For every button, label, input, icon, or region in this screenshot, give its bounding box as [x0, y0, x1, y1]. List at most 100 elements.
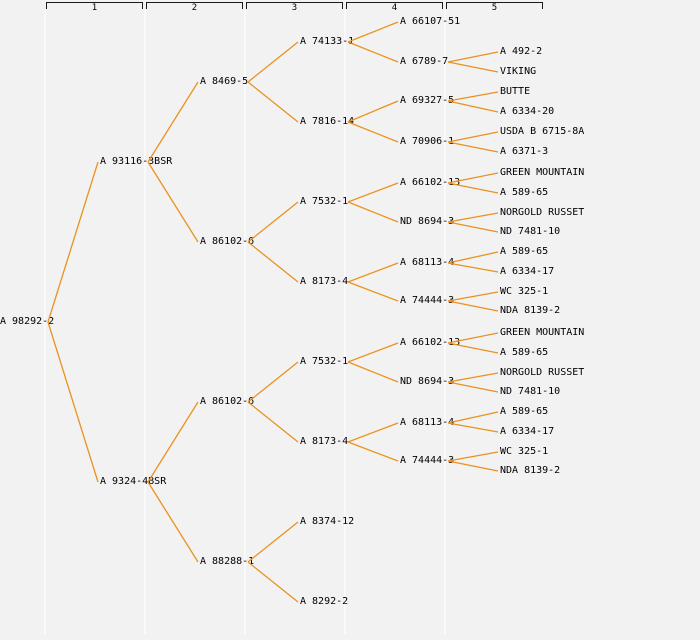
edge-line — [347, 121, 399, 143]
node-a-88288-1[interactable]: A 88288-1 — [200, 556, 255, 567]
node-a-74444-3[interactable]: A 74444-3 — [400, 455, 455, 466]
edge-line — [147, 81, 199, 163]
edge-line — [147, 401, 199, 483]
node-usda-b-6715-8a[interactable]: USDA B 6715-8A — [500, 126, 585, 137]
edge-line — [447, 460, 499, 472]
edge-line — [347, 361, 399, 383]
node-a-492-2[interactable]: A 492-2 — [500, 46, 543, 57]
node-nda-8139-2[interactable]: NDA 8139-2 — [500, 465, 561, 476]
node-a-66102-13[interactable]: A 66102-13 — [400, 337, 461, 348]
node-a-6334-20[interactable]: A 6334-20 — [500, 106, 555, 117]
node-a-7816-14[interactable]: A 7816-14 — [300, 116, 355, 127]
node-a-74444-3[interactable]: A 74444-3 — [400, 295, 455, 306]
edge-line — [347, 342, 399, 363]
node-a-66107-51[interactable]: A 66107-51 — [400, 16, 461, 27]
node-a-589-65[interactable]: A 589-65 — [500, 187, 549, 198]
edge-line — [247, 361, 299, 403]
node-a-589-65[interactable]: A 589-65 — [500, 406, 549, 417]
generation-label-2: 2 — [191, 3, 198, 13]
node-a-68113-4[interactable]: A 68113-4 — [400, 257, 455, 268]
generation-bracket-3: 3 — [246, 2, 343, 13]
edge-line — [447, 372, 499, 383]
edge-line — [347, 201, 399, 223]
node-norgold-russet[interactable]: NORGOLD RUSSET — [500, 207, 585, 218]
node-a-6334-17[interactable]: A 6334-17 — [500, 266, 555, 277]
generation-label-3: 3 — [291, 3, 298, 13]
node-a-7532-1[interactable]: A 7532-1 — [300, 196, 349, 207]
edge-line — [247, 401, 299, 443]
node-a-74133-1[interactable]: A 74133-1 — [300, 36, 355, 47]
node-a-93116-3bsr[interactable]: A 93116-3BSR — [100, 156, 173, 167]
node-a-6789-7[interactable]: A 6789-7 — [400, 56, 449, 67]
node-nd-7481-10[interactable]: ND 7481-10 — [500, 226, 561, 237]
edge-line — [447, 91, 499, 102]
node-green-mountain[interactable]: GREEN MOUNTAIN — [500, 327, 585, 338]
node-norgold-russet[interactable]: NORGOLD RUSSET — [500, 367, 585, 378]
edge-line — [447, 411, 499, 424]
edge-line — [247, 241, 299, 283]
column-gridline-3 — [244, 10, 246, 634]
node-a-589-65[interactable]: A 589-65 — [500, 347, 549, 358]
edge-line — [347, 422, 399, 443]
node-a-9324-4bsr[interactable]: A 9324-4BSR — [100, 476, 167, 487]
generation-label-4: 4 — [391, 3, 398, 13]
node-a-66102-13[interactable]: A 66102-13 — [400, 177, 461, 188]
column-gridline-5 — [444, 10, 446, 634]
node-wc-325-1[interactable]: WC 325-1 — [500, 446, 549, 457]
node-a-589-65[interactable]: A 589-65 — [500, 246, 549, 257]
edge-line — [147, 161, 199, 243]
generation-bracket-5: 5 — [446, 2, 543, 13]
node-a-7532-1[interactable]: A 7532-1 — [300, 356, 349, 367]
edge-line — [447, 51, 499, 63]
node-nda-8139-2[interactable]: NDA 8139-2 — [500, 305, 561, 316]
edge-line — [347, 441, 399, 462]
node-a-8292-2[interactable]: A 8292-2 — [300, 596, 349, 607]
edge-line — [247, 561, 299, 603]
edge-line — [47, 321, 99, 483]
node-a-8374-12[interactable]: A 8374-12 — [300, 516, 355, 527]
node-a-98292-2[interactable]: A 98292-2 — [0, 316, 55, 327]
node-a-6334-17[interactable]: A 6334-17 — [500, 426, 555, 437]
edge-line — [147, 481, 199, 563]
node-wc-325-1[interactable]: WC 325-1 — [500, 286, 549, 297]
edge-line — [447, 131, 499, 143]
node-a-86102-6[interactable]: A 86102-6 — [200, 236, 255, 247]
node-nd-7481-10[interactable]: ND 7481-10 — [500, 386, 561, 397]
node-a-70906-1[interactable]: A 70906-1 — [400, 136, 455, 147]
edge-line — [247, 201, 299, 243]
edge-line — [247, 81, 299, 123]
edge-line — [447, 141, 499, 153]
edge-line — [347, 21, 399, 43]
edge-line — [447, 262, 499, 273]
node-a-86102-6[interactable]: A 86102-6 — [200, 396, 255, 407]
generation-bracket-1: 1 — [46, 2, 143, 13]
column-gridline-2 — [144, 10, 146, 634]
edge-line — [447, 422, 499, 433]
edge-line — [347, 262, 399, 283]
edge-line — [447, 61, 499, 73]
node-a-8173-4[interactable]: A 8173-4 — [300, 276, 349, 287]
generation-label-1: 1 — [91, 3, 98, 13]
column-gridline-1 — [44, 10, 46, 634]
node-nd-8694-3[interactable]: ND 8694-3 — [400, 376, 455, 387]
node-a-68113-4[interactable]: A 68113-4 — [400, 417, 455, 428]
generation-bracket-2: 2 — [146, 2, 243, 13]
edge-line — [447, 100, 499, 113]
node-butte[interactable]: BUTTE — [500, 86, 531, 97]
node-a-6371-3[interactable]: A 6371-3 — [500, 146, 549, 157]
node-green-mountain[interactable]: GREEN MOUNTAIN — [500, 167, 585, 178]
generation-bracket-4: 4 — [346, 2, 443, 13]
edge-line — [247, 521, 299, 563]
edge-line — [447, 291, 499, 302]
node-a-69327-5[interactable]: A 69327-5 — [400, 95, 455, 106]
column-gridline-4 — [344, 10, 346, 634]
node-nd-8694-3[interactable]: ND 8694-3 — [400, 216, 455, 227]
edge-line — [447, 221, 499, 233]
node-viking[interactable]: VIKING — [500, 66, 537, 77]
node-a-8469-5[interactable]: A 8469-5 — [200, 76, 249, 87]
edge-line — [447, 212, 499, 223]
node-a-8173-4[interactable]: A 8173-4 — [300, 436, 349, 447]
edge-line — [347, 100, 399, 123]
edge-line — [347, 41, 399, 63]
